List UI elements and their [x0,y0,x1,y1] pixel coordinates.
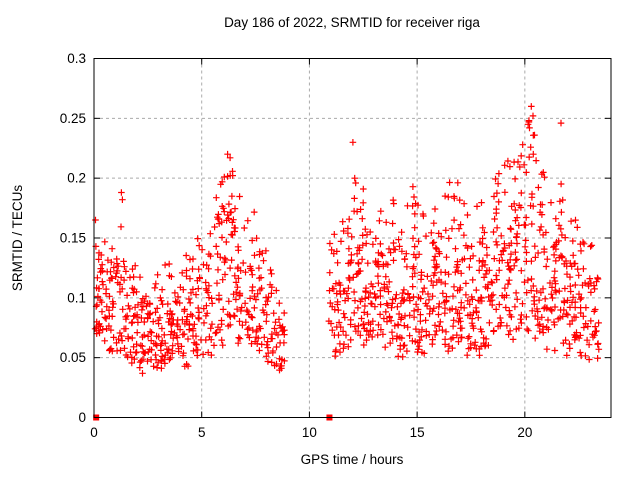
y-tick-label: 0.1 [67,290,86,305]
x-tick-label: 15 [410,425,425,440]
y-tick-label: 0.2 [67,171,86,186]
chart-title: Day 186 of 2022, SRMTID for receiver rig… [224,15,480,30]
x-tick-label: 20 [517,425,532,440]
x-axis-label: GPS time / hours [301,452,404,467]
scatter-points [91,103,603,377]
y-tick-label: 0.3 [67,51,86,66]
plot-border [93,58,612,418]
y-tick-label: 0.25 [60,111,86,126]
scatter-plus-markers [91,103,603,377]
x-tick-labels: 0 5 10 15 20 [90,425,532,440]
y-tick-label: 0 [78,410,86,425]
x-tick-label: 0 [90,425,98,440]
y-tick-labels: 0 0.05 0.1 0.15 0.2 0.25 0.3 [60,51,86,425]
y-axis-label: SRMTID / TECUs [10,185,25,292]
y-tick-label: 0.15 [60,231,86,246]
x-tick-label: 10 [302,425,317,440]
x-tick-label: 5 [198,425,206,440]
gridlines [94,58,611,418]
y-tick-label: 0.05 [60,350,86,365]
